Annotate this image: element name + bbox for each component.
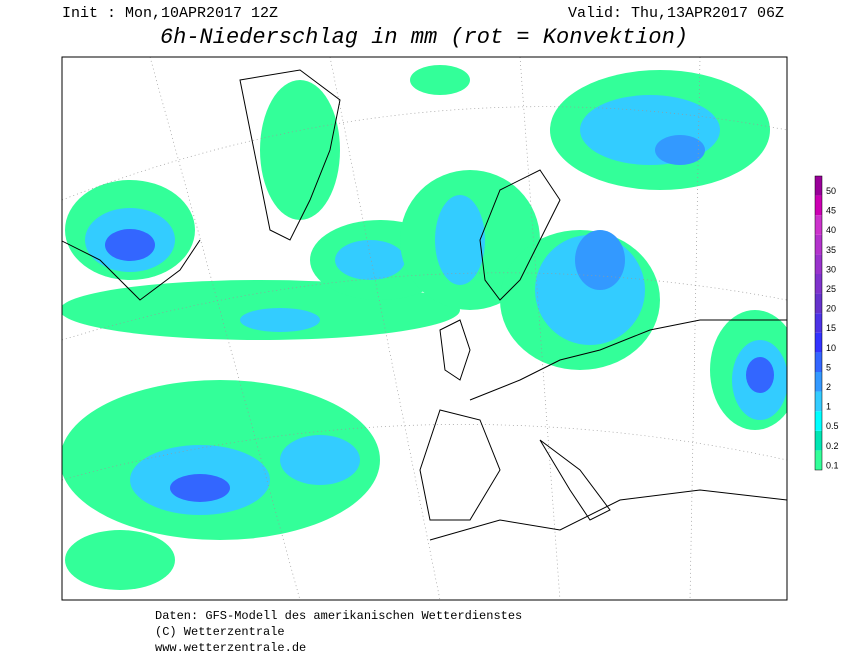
colorbar-segment	[815, 313, 822, 333]
colorbar-segment	[815, 352, 822, 372]
colorbar-segment	[815, 411, 822, 431]
footer-source: Daten: GFS-Modell des amerikanischen Wet…	[155, 609, 522, 623]
colorbar-label: 30	[826, 264, 836, 274]
colorbar-label: 5	[826, 362, 831, 372]
colorbar-segment	[815, 176, 822, 196]
colorbar-segment	[815, 430, 822, 451]
map-title: 6h-Niederschlag in mm (rot = Konvektion)	[160, 25, 688, 50]
init-time: Init : Mon,10APR2017 12Z	[62, 5, 278, 22]
map	[61, 56, 788, 601]
graticule	[62, 57, 787, 600]
colorbar-label: 45	[826, 206, 836, 216]
colorbar-label: 35	[826, 245, 836, 255]
colorbar-segment	[815, 234, 822, 255]
colorbar-label: 15	[826, 323, 836, 333]
colorbar-segment	[815, 254, 822, 274]
colorbar-segment	[815, 332, 822, 353]
colorbar-segment	[815, 293, 822, 314]
colorbar-label: 10	[826, 343, 836, 353]
colorbar-segment	[815, 215, 822, 235]
precipitation	[62, 65, 787, 590]
footer-url: www.wetterzentrale.de	[155, 641, 306, 655]
colorbar-segment	[815, 195, 822, 216]
valid-time: Valid: Thu,13APR2017 06Z	[568, 5, 784, 22]
colorbar-label: 25	[826, 284, 836, 294]
colorbar-label: 50	[826, 186, 836, 196]
colorbar-segment	[815, 372, 822, 392]
colorbar-label: 40	[826, 225, 836, 235]
coastlines	[62, 69, 787, 541]
colorbar-label: 0.5	[826, 421, 839, 431]
colorbar-label: 1	[826, 402, 831, 412]
colorbar-label: 20	[826, 304, 836, 314]
colorbar-frame	[814, 175, 823, 471]
footer-copyright: (C) Wetterzentrale	[155, 625, 285, 639]
colorbar-label: 0.2	[826, 441, 839, 451]
colorbar-label: 0.1	[826, 460, 839, 470]
colorbar-segment	[815, 450, 822, 470]
colorbar-segment	[815, 391, 822, 412]
map-frame	[61, 56, 788, 601]
colorbar-label: 2	[826, 382, 831, 392]
colorbar-segment	[815, 274, 822, 294]
